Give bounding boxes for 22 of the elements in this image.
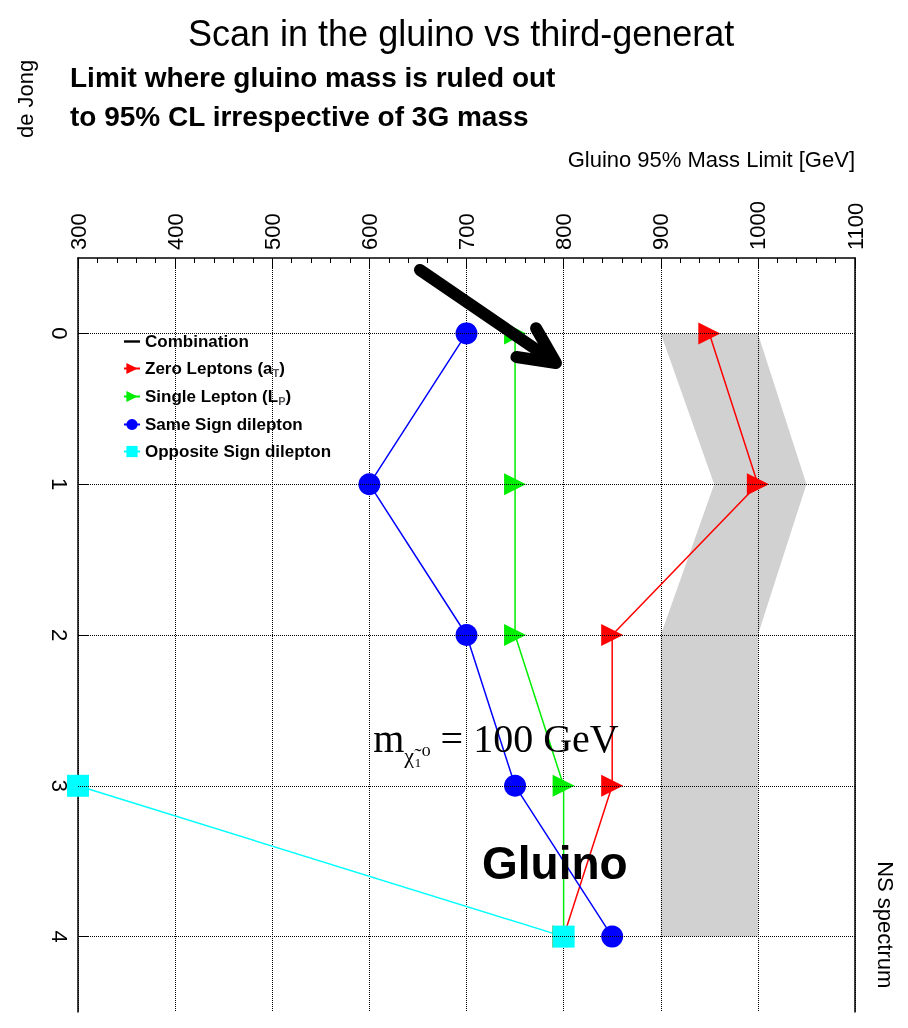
x-tick-label: 600 [356,213,382,250]
legend-label: Same Sign dilepton [145,415,303,434]
x-tick-label: 1100 [842,202,868,250]
x-tick-label: 500 [259,213,285,250]
x-tick-label: 900 [648,213,674,250]
legend-label: Opposite Sign dilepton [145,442,332,461]
x-tick-label: 1000 [745,201,771,250]
legend-label: Combination [145,332,249,351]
text: de Jong [12,59,38,138]
y-tick-label: 1 [46,478,72,491]
x-tick-label: 700 [454,213,479,250]
y-axis-title: NS spectrum [872,861,898,989]
x-axis-title: Gluino 95% Mass Limit [GeV] [567,146,855,172]
chart-title: Scan in the gluino vs third-generat [188,12,735,54]
y-tick-label: 3 [46,779,72,792]
text: Limit where gluino mass is ruled out to 95% CL irrespective of 3G mass [70,62,556,133]
x-tick-label: 400 [162,213,188,250]
x-tick-label: 800 [551,213,577,250]
x-tick-label: 300 [65,213,91,250]
y-tick-label: 4 [46,930,72,943]
y-tick-label: 0 [46,327,72,340]
y-tick-label: 2 [46,628,72,642]
